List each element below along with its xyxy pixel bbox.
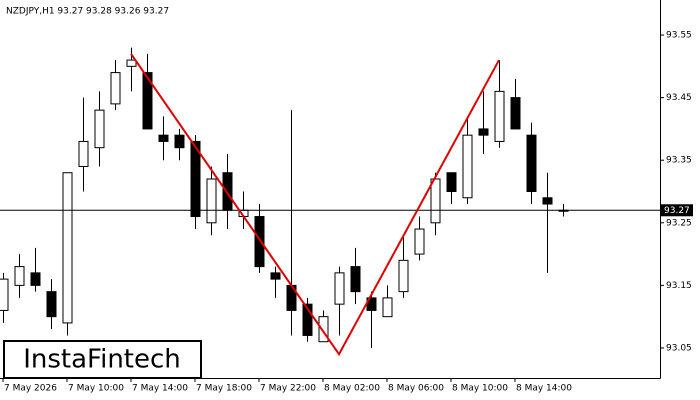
candle-body xyxy=(142,72,153,130)
candle-body xyxy=(494,90,505,142)
candle-body xyxy=(190,140,201,218)
x-tick-label: 8 May 14:00 xyxy=(516,384,572,394)
y-tick-label: 93.25 xyxy=(666,218,692,228)
candle-body xyxy=(254,216,265,268)
logo: InstaFintech xyxy=(23,345,181,375)
y-tick-label: 93.05 xyxy=(666,343,692,353)
candle-body xyxy=(430,178,441,224)
candle-body xyxy=(302,303,313,336)
candle-body xyxy=(126,59,137,67)
chart-title: NZDJPY,H1 93.27 93.28 93.26 93.27 xyxy=(6,7,169,17)
candle-body xyxy=(78,140,89,167)
x-tick-label: 7 May 22:00 xyxy=(260,384,316,394)
x-tick-label: 7 May 14:00 xyxy=(132,384,188,394)
candle-body xyxy=(382,297,393,318)
candle-body xyxy=(158,134,169,142)
logo-box xyxy=(3,340,202,379)
x-tick-label: 8 May 10:00 xyxy=(452,384,508,394)
x-tick-label: 7 May 2026 xyxy=(4,384,57,394)
candle-body xyxy=(14,266,25,286)
x-tick-label: 8 May 02:00 xyxy=(324,384,380,394)
y-tick-label: 93.45 xyxy=(666,93,692,103)
candle-body xyxy=(478,128,489,136)
candle-body xyxy=(94,109,105,149)
x-tick-label: 7 May 18:00 xyxy=(196,384,252,394)
candle-body xyxy=(398,259,409,293)
candle-body xyxy=(30,272,41,286)
y-tick-label: 93.35 xyxy=(666,156,692,166)
candle-body xyxy=(334,272,345,305)
y-tick-label: 93.15 xyxy=(666,281,692,291)
candle-body xyxy=(510,97,521,130)
candle-body xyxy=(542,197,553,205)
candle-body xyxy=(270,272,281,280)
pattern-line xyxy=(130,53,500,357)
candle-body xyxy=(446,172,457,193)
x-tick-label: 8 May 06:00 xyxy=(388,384,444,394)
candle-body xyxy=(318,316,329,343)
last-price-label: 93.27 xyxy=(664,206,690,216)
last-price-box xyxy=(661,204,693,217)
candle-body xyxy=(62,172,73,324)
y-tick-label: 93.55 xyxy=(666,31,692,41)
x-tick-label: 7 May 10:00 xyxy=(68,384,124,394)
candle-body xyxy=(414,228,425,255)
candle-body xyxy=(174,134,185,149)
candle-body xyxy=(110,72,121,105)
candle-body xyxy=(350,266,361,293)
candle-body xyxy=(526,134,537,193)
candle-body xyxy=(0,278,9,311)
candle-body xyxy=(206,178,217,224)
candle-body xyxy=(462,134,473,199)
candle-body xyxy=(46,291,57,318)
